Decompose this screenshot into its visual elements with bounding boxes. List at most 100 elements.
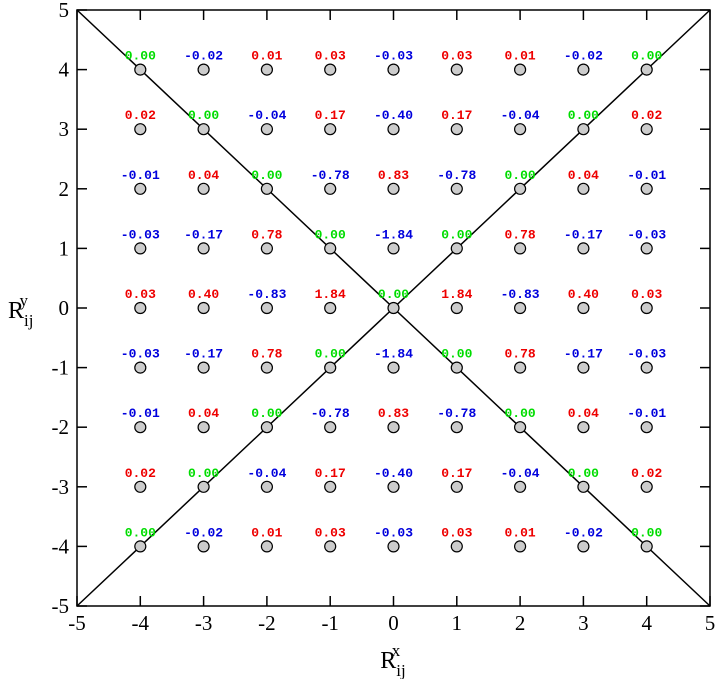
value-label: 0.02 xyxy=(631,108,662,123)
value-label: 0.01 xyxy=(251,49,282,64)
grid-point xyxy=(387,301,400,315)
value-label: 0.40 xyxy=(568,287,599,302)
grid-point xyxy=(197,242,210,255)
grid-point xyxy=(324,480,337,493)
grid-point xyxy=(324,540,337,553)
value-label: -0.01 xyxy=(121,406,160,421)
value-label: 0.00 xyxy=(504,168,535,183)
grid-point xyxy=(450,361,463,374)
grid-point xyxy=(387,182,400,195)
grid-point xyxy=(450,421,463,434)
y-label-sub: ij xyxy=(24,311,33,330)
y-tick-label: -1 xyxy=(52,356,70,380)
value-label: -0.04 xyxy=(501,108,540,123)
value-label: -0.03 xyxy=(627,227,666,242)
grid-point xyxy=(387,63,400,76)
value-label: 0.00 xyxy=(251,406,282,421)
grid-point xyxy=(260,540,273,553)
value-label: 0.04 xyxy=(188,168,219,183)
value-label: 0.78 xyxy=(251,347,282,362)
value-label: 0.00 xyxy=(188,466,219,481)
value-label: -0.78 xyxy=(311,406,350,421)
grid-point xyxy=(134,301,147,315)
grid-point xyxy=(640,242,653,255)
value-label: 0.01 xyxy=(504,525,535,540)
grid-point xyxy=(324,182,337,195)
value-label: 0.17 xyxy=(315,466,346,481)
grid-point xyxy=(134,421,147,434)
y-label-base: R xyxy=(8,298,24,324)
value-label: 0.00 xyxy=(251,168,282,183)
value-label: -0.02 xyxy=(564,525,603,540)
grid-point xyxy=(387,361,400,374)
value-label: -0.78 xyxy=(437,406,476,421)
value-label: 0.00 xyxy=(441,227,472,242)
value-label: 0.04 xyxy=(568,406,599,421)
value-label: 0.01 xyxy=(251,525,282,540)
grid-point xyxy=(387,540,400,553)
grid-point xyxy=(197,540,210,553)
grid-point xyxy=(450,540,463,553)
x-tick-label: -5 xyxy=(68,611,86,635)
value-label: 0.00 xyxy=(378,287,409,302)
value-label: -0.17 xyxy=(564,347,603,362)
value-label: -0.01 xyxy=(121,168,160,183)
y-label-sup: y xyxy=(19,291,28,310)
value-label: 0.01 xyxy=(504,49,535,64)
grid-point xyxy=(387,242,400,255)
grid-point xyxy=(577,480,590,493)
grid-point xyxy=(134,480,147,493)
value-label: 0.04 xyxy=(568,168,599,183)
value-label: 0.78 xyxy=(504,347,535,362)
grid-point xyxy=(640,421,653,434)
x-tick-label: 1 xyxy=(452,611,463,635)
value-label: -0.03 xyxy=(627,347,666,362)
y-tick-label: 1 xyxy=(59,236,70,260)
grid-point xyxy=(324,421,337,434)
grid-point xyxy=(387,421,400,434)
x-tick-label: -4 xyxy=(132,611,150,635)
value-label: -0.03 xyxy=(121,347,160,362)
grid-point xyxy=(640,123,653,136)
value-label: -0.78 xyxy=(437,168,476,183)
value-label: -1.84 xyxy=(374,347,413,362)
x-axis-label: Rijx xyxy=(380,641,405,679)
grid-point xyxy=(450,480,463,493)
value-label: 0.00 xyxy=(315,227,346,242)
y-tick-label: 5 xyxy=(59,0,70,22)
x-tick-label: 5 xyxy=(705,611,716,635)
value-label: 0.00 xyxy=(568,466,599,481)
grid-point xyxy=(260,480,273,493)
x-tick-label: 4 xyxy=(641,611,652,635)
value-label: -0.02 xyxy=(564,49,603,64)
value-label: 0.83 xyxy=(378,168,409,183)
grid-point xyxy=(640,480,653,493)
value-label: 0.17 xyxy=(441,108,472,123)
value-label: -0.01 xyxy=(627,406,666,421)
value-label: 0.00 xyxy=(631,525,662,540)
grid-point xyxy=(324,361,337,374)
grid-point xyxy=(134,242,147,255)
value-label: -0.78 xyxy=(311,168,350,183)
value-label: -0.40 xyxy=(374,466,413,481)
value-label: -0.01 xyxy=(627,168,666,183)
value-label: 0.04 xyxy=(188,406,219,421)
grid-point xyxy=(513,123,527,136)
value-label: -1.84 xyxy=(374,227,413,242)
grid-point xyxy=(450,242,463,255)
value-label: 0.03 xyxy=(315,525,346,540)
value-label: -0.83 xyxy=(247,287,286,302)
value-label: 0.17 xyxy=(315,108,346,123)
grid-point xyxy=(640,182,653,195)
grid-point xyxy=(134,123,147,136)
grid-point xyxy=(197,421,210,434)
value-label: -0.17 xyxy=(184,347,223,362)
y-tick-label: 4 xyxy=(59,58,70,82)
grid-point xyxy=(513,63,527,76)
value-label: 0.00 xyxy=(504,406,535,421)
grid-point xyxy=(260,63,273,76)
value-label: 0.02 xyxy=(125,108,156,123)
grid-point xyxy=(513,242,527,255)
value-label: 0.00 xyxy=(315,347,346,362)
